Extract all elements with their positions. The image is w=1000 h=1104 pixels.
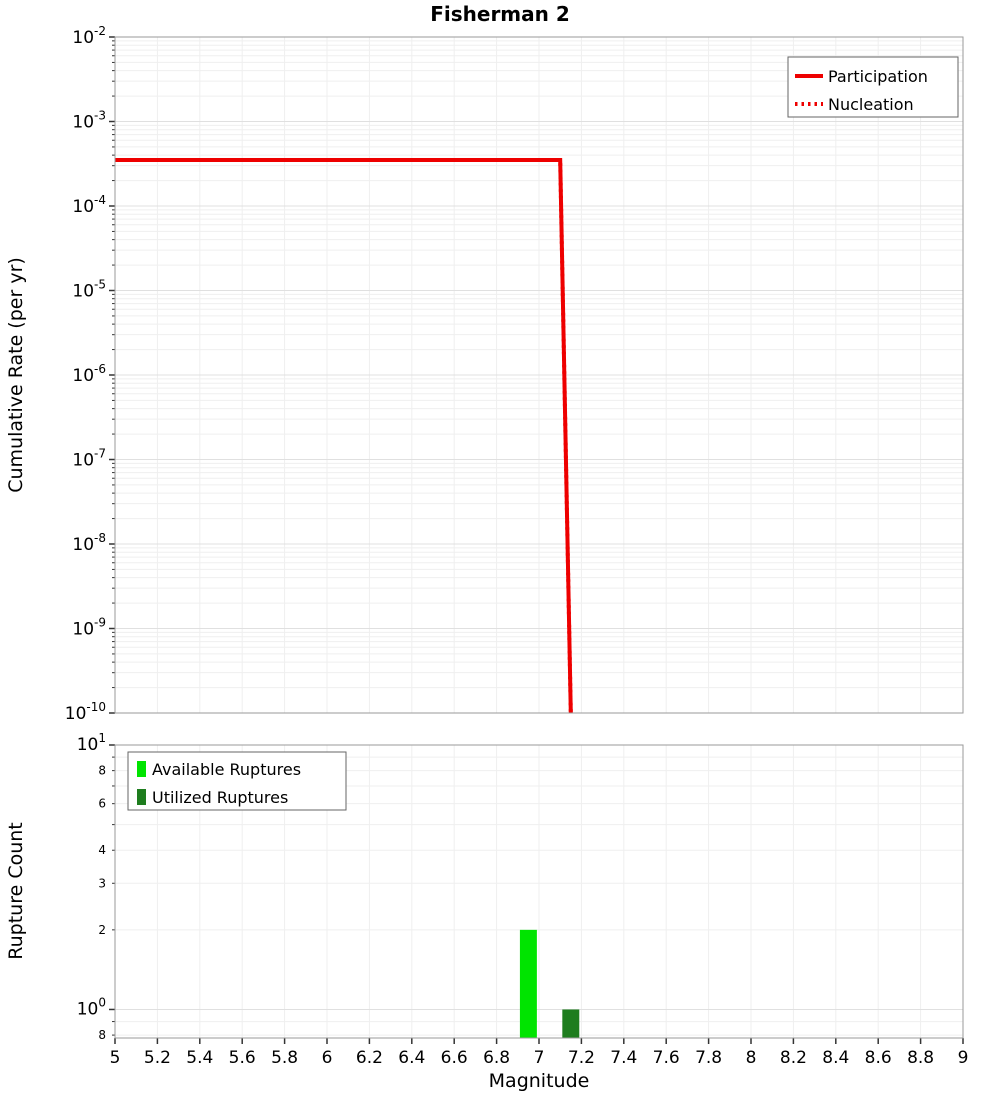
data-layer <box>115 158 580 1038</box>
x-tick-label: 7.8 <box>695 1048 722 1068</box>
legend-label-utilized-ruptures: Utilized Ruptures <box>152 788 288 807</box>
utilized-ruptures-bar <box>562 1009 580 1038</box>
top-y-tick-label: 10-3 <box>72 109 106 133</box>
chart-title: Fisherman 2 <box>430 2 570 26</box>
legend-label-participation: Participation <box>828 67 928 86</box>
bottom-y-minor-tick-label: 6 <box>98 797 106 811</box>
x-tick-label: 8 <box>746 1048 757 1068</box>
legend-label-nucleation: Nucleation <box>828 95 914 114</box>
x-tick-label: 8.6 <box>865 1048 892 1068</box>
participation-line <box>115 158 573 714</box>
legend-bottom: Available Ruptures Utilized Ruptures <box>127 751 347 811</box>
x-tick-label: 5.8 <box>271 1048 298 1068</box>
bottom-y-minor-tick-label: 3 <box>98 876 106 890</box>
top-y-tick-label: 10-6 <box>72 362 106 386</box>
bottom-plot-border <box>114 744 964 1039</box>
legend-label-available-ruptures: Available Ruptures <box>152 760 301 779</box>
top-y-axis-label: Cumulative Rate (per yr) <box>5 257 27 493</box>
x-tick-label: 6.2 <box>356 1048 383 1068</box>
x-tick-label: 5.6 <box>229 1048 256 1068</box>
top-y-tick-label: 10-9 <box>72 616 106 640</box>
x-tick-label: 7.6 <box>653 1048 680 1068</box>
utilized-ruptures-swatch <box>137 789 146 805</box>
x-tick-label: 6.4 <box>398 1048 425 1068</box>
bottom-y-minor-tick-label: 8 <box>98 1028 106 1042</box>
top-y-tick-label: 10-7 <box>72 447 106 471</box>
grid-layer <box>114 36 964 1038</box>
available-ruptures-bar <box>519 929 537 1038</box>
top-plot-border <box>114 36 964 714</box>
top-y-tick-label: 10-8 <box>72 531 106 555</box>
x-tick-label: 9 <box>958 1048 969 1068</box>
x-tick-label: 7.2 <box>568 1048 595 1068</box>
x-tick-label: 7.4 <box>610 1048 637 1068</box>
legend-top: Participation Nucleation <box>787 56 959 118</box>
nucleation-line <box>115 158 573 714</box>
x-tick-label: 8.4 <box>822 1048 849 1068</box>
top-y-tick-label: 10-2 <box>72 24 106 48</box>
bottom-y-axis-label: Rupture Count <box>5 822 27 960</box>
x-tick-label: 8.2 <box>780 1048 807 1068</box>
x-axis-label: Magnitude <box>489 1070 590 1092</box>
x-tick-label: 6.8 <box>483 1048 510 1068</box>
top-y-tick-label: 10-10 <box>65 700 106 724</box>
x-tick-label: 6 <box>322 1048 333 1068</box>
bottom-y-minor-tick-label: 4 <box>98 843 106 857</box>
x-tick-label: 5.2 <box>144 1048 171 1068</box>
bottom-y-minor-tick-label: 2 <box>98 923 106 937</box>
top-y-tick-label: 10-5 <box>72 278 106 302</box>
legend-top-box <box>787 56 959 118</box>
x-tick-label: 7 <box>534 1048 545 1068</box>
x-tick-label: 8.8 <box>907 1048 934 1068</box>
available-ruptures-swatch <box>137 761 146 777</box>
bottom-y-tick-label: 101 <box>77 731 106 755</box>
bottom-y-minor-tick-label: 8 <box>98 764 106 778</box>
x-tick-label: 5 <box>110 1048 121 1068</box>
axes-layer: 10-2 10-3 10-4 10-5 10-6 10-7 10-8 10-9 10-10 101… <box>65 24 969 1068</box>
top-y-tick-label: 10-4 <box>72 193 106 217</box>
x-tick-label: 6.6 <box>441 1048 468 1068</box>
bottom-y-tick-label: 100 <box>77 995 106 1019</box>
legend-bottom-box <box>127 751 347 811</box>
x-tick-label: 5.4 <box>186 1048 213 1068</box>
